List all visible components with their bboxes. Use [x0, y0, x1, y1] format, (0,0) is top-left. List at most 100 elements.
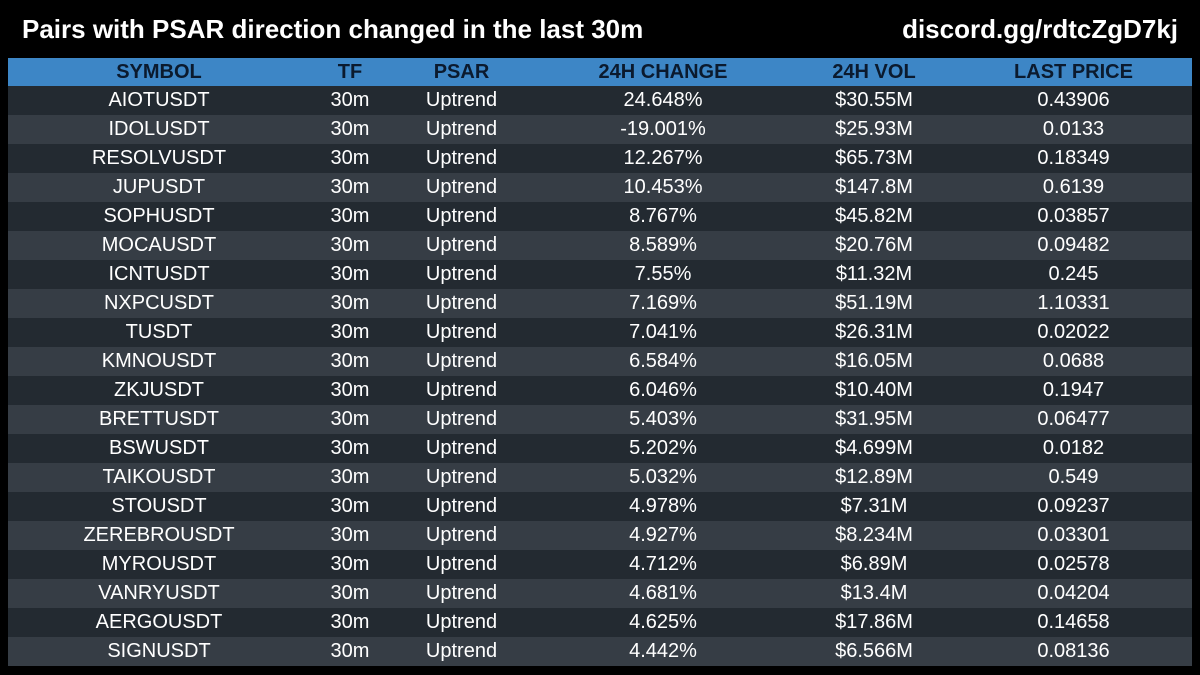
table-row[interactable]: SIGNUSDT 30m Uptrend 4.442% $6.566M 0.08136: [8, 637, 1192, 666]
psar-cell: Uptrend: [425, 553, 498, 575]
tf-cell: 30m: [330, 350, 370, 372]
table-row[interactable]: AIOTUSDT 30m Uptrend 24.648% $30.55M 0.43906: [8, 86, 1192, 115]
column-header-24h-vol[interactable]: 24H VOL: [832, 60, 916, 83]
table-row[interactable]: IDOLUSDT 30m Uptrend -19.001% $25.93M 0.0133: [8, 115, 1192, 144]
symbol-cell: AERGOUSDT: [95, 611, 223, 633]
table-row[interactable]: NXPCUSDT 30m Uptrend 7.169% $51.19M 1.10331: [8, 289, 1192, 318]
volume-cell: $17.86M: [835, 611, 913, 633]
change-cell: 4.625%: [629, 611, 697, 633]
psar-cell: Uptrend: [425, 292, 498, 314]
change-cell: 6.584%: [629, 350, 697, 372]
price-cell: 0.09482: [1037, 234, 1110, 256]
tf-cell: 30m: [330, 553, 370, 575]
price-cell: 0.08136: [1037, 640, 1110, 662]
change-cell: -19.001%: [620, 118, 706, 140]
discord-link[interactable]: discord.gg/rdtcZgD7kj: [902, 14, 1178, 44]
price-cell: 0.0688: [1042, 350, 1105, 372]
change-cell: 8.767%: [629, 205, 697, 227]
column-header-tf[interactable]: TF: [337, 60, 363, 83]
table-row[interactable]: SOPHUSDT 30m Uptrend 8.767% $45.82M 0.03857: [8, 202, 1192, 231]
change-cell: 7.169%: [629, 292, 697, 314]
change-cell: 4.978%: [629, 495, 697, 517]
psar-cell: Uptrend: [425, 321, 498, 343]
change-cell: 4.927%: [629, 524, 697, 546]
change-cell: 24.648%: [623, 89, 703, 111]
column-header-24h-change[interactable]: 24H CHANGE: [598, 60, 728, 83]
volume-cell: $10.40M: [835, 379, 913, 401]
psar-cell: Uptrend: [425, 350, 498, 372]
table-row[interactable]: STOUSDT 30m Uptrend 4.978% $7.31M 0.09237: [8, 492, 1192, 521]
table-row[interactable]: MYROUSDT 30m Uptrend 4.712% $6.89M 0.02578: [8, 550, 1192, 579]
tf-cell: 30m: [330, 524, 370, 546]
table-row[interactable]: VANRYUSDT 30m Uptrend 4.681% $13.4M 0.04204: [8, 579, 1192, 608]
psar-cell: Uptrend: [425, 611, 498, 633]
symbol-cell: MYROUSDT: [101, 553, 217, 575]
column-header-psar[interactable]: PSAR: [433, 60, 490, 83]
symbol-cell: AIOTUSDT: [108, 89, 210, 111]
price-cell: 0.03301: [1037, 524, 1110, 546]
psar-cell: Uptrend: [425, 89, 498, 111]
symbol-cell: KMNOUSDT: [101, 350, 217, 372]
volume-cell: $45.82M: [835, 205, 913, 227]
table-row[interactable]: TAIKOUSDT 30m Uptrend 5.032% $12.89M 0.549: [8, 463, 1192, 492]
change-cell: 12.267%: [623, 147, 703, 169]
column-header-last-price[interactable]: LAST PRICE: [1014, 60, 1133, 83]
table-row[interactable]: ZEREBROUSDT 30m Uptrend 4.927% $8.234M 0.0330…: [8, 521, 1192, 550]
tf-cell: 30m: [330, 176, 370, 198]
tf-cell: 30m: [330, 495, 370, 517]
table-row[interactable]: BSWUSDT 30m Uptrend 5.202% $4.699M 0.0182: [8, 434, 1192, 463]
symbol-cell: BRETTUSDT: [99, 408, 219, 430]
price-cell: 0.549: [1048, 466, 1099, 488]
table-row[interactable]: ICNTUSDT 30m Uptrend 7.55% $11.32M 0.245: [8, 260, 1192, 289]
column-header-symbol[interactable]: SYMBOL: [116, 60, 202, 83]
symbol-cell: ZKJUSDT: [114, 379, 204, 401]
symbol-cell: SOPHUSDT: [103, 205, 215, 227]
psar-cell: Uptrend: [425, 408, 498, 430]
volume-cell: $8.234M: [835, 524, 913, 546]
header-bar: Pairs with PSAR direction changed in the…: [0, 0, 1200, 58]
price-cell: 0.43906: [1037, 89, 1110, 111]
symbol-cell: MOCAUSDT: [101, 234, 217, 256]
volume-cell: $30.55M: [835, 89, 913, 111]
price-cell: 0.6139: [1042, 176, 1105, 198]
price-cell: 0.04204: [1037, 582, 1110, 604]
price-cell: 0.02022: [1037, 321, 1110, 343]
volume-cell: $51.19M: [835, 292, 913, 314]
symbol-cell: ZEREBROUSDT: [83, 524, 235, 546]
tf-cell: 30m: [330, 205, 370, 227]
symbol-cell: TUSDT: [125, 321, 193, 343]
volume-cell: $147.8M: [835, 176, 913, 198]
table-row[interactable]: KMNOUSDT 30m Uptrend 6.584% $16.05M 0.0688: [8, 347, 1192, 376]
volume-cell: $13.4M: [840, 582, 908, 604]
page-title: Pairs with PSAR direction changed in the…: [22, 14, 644, 44]
psar-cell: Uptrend: [425, 263, 498, 285]
change-cell: 5.403%: [629, 408, 697, 430]
tf-cell: 30m: [330, 466, 370, 488]
table-row[interactable]: RESOLVUSDT 30m Uptrend 12.267% $65.73M 0.1834…: [8, 144, 1192, 173]
tf-cell: 30m: [330, 582, 370, 604]
symbol-cell: JUPUSDT: [112, 176, 206, 198]
change-cell: 5.202%: [629, 437, 697, 459]
tf-cell: 30m: [330, 89, 370, 111]
table-row[interactable]: BRETTUSDT 30m Uptrend 5.403% $31.95M 0.06477: [8, 405, 1192, 434]
change-cell: 5.032%: [629, 466, 697, 488]
table-row[interactable]: ZKJUSDT 30m Uptrend 6.046% $10.40M 0.1947: [8, 376, 1192, 405]
volume-cell: $6.566M: [835, 640, 913, 662]
table-row[interactable]: MOCAUSDT 30m Uptrend 8.589% $20.76M 0.09482: [8, 231, 1192, 260]
price-cell: 0.0133: [1042, 118, 1105, 140]
table-row[interactable]: TUSDT 30m Uptrend 7.041% $26.31M 0.02022: [8, 318, 1192, 347]
volume-cell: $26.31M: [835, 321, 913, 343]
psar-cell: Uptrend: [425, 495, 498, 517]
price-cell: 0.0182: [1042, 437, 1105, 459]
table-row[interactable]: JUPUSDT 30m Uptrend 10.453% $147.8M 0.6139: [8, 173, 1192, 202]
psar-cell: Uptrend: [425, 234, 498, 256]
psar-cell: Uptrend: [425, 437, 498, 459]
psar-cell: Uptrend: [425, 176, 498, 198]
change-cell: 6.046%: [629, 379, 697, 401]
tf-cell: 30m: [330, 379, 370, 401]
price-cell: 1.10331: [1037, 292, 1110, 314]
table-body: AIOTUSDT 30m Uptrend 24.648% $30.55M 0.43906 I…: [8, 86, 1192, 666]
psar-cell: Uptrend: [425, 205, 498, 227]
symbol-cell: BSWUSDT: [109, 437, 209, 459]
table-row[interactable]: AERGOUSDT 30m Uptrend 4.625% $17.86M 0.14658: [8, 608, 1192, 637]
